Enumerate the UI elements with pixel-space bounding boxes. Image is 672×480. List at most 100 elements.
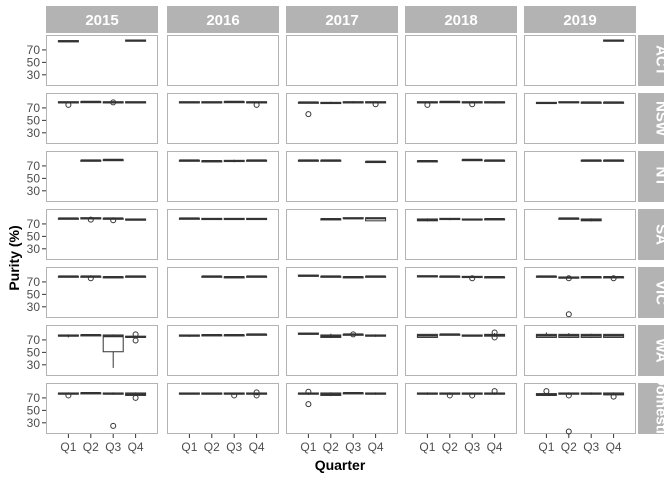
state-strip-label-group: SA — [653, 224, 670, 245]
y-tick-label: 70 — [27, 333, 41, 347]
boxplot-outlier — [469, 101, 476, 108]
boxplot-sa-2015-q3 — [102, 217, 124, 224]
boxplot-sa-2018-q1 — [416, 218, 438, 222]
facet-panel — [167, 35, 279, 86]
boxplot-sa-2018-q3 — [461, 218, 483, 221]
facet-panel — [167, 383, 279, 434]
state-strip — [638, 35, 664, 86]
boxplot-wa-2016-q1 — [178, 334, 200, 337]
boxplot-outlier — [469, 275, 476, 282]
y-tick-label: 50 — [27, 403, 41, 417]
boxplot-nsw-2019-q4 — [603, 101, 625, 104]
boxplot-domestic-2015-q3 — [102, 392, 124, 429]
boxplot-vic-2018-q2 — [439, 275, 461, 278]
boxplot-vic-2015-q4 — [125, 275, 147, 278]
boxplot-nsw-2018-q4 — [484, 101, 506, 104]
state-strip-label-group: NT — [653, 167, 665, 187]
boxplot-wa-2016-q4 — [246, 333, 268, 336]
boxplot-nt-2016-q4 — [246, 159, 268, 162]
state-strip-label: NSW — [653, 101, 670, 137]
boxplot-domestic-2019-q3 — [580, 392, 602, 395]
boxplot-nt-2016-q2 — [201, 159, 223, 163]
boxplot-vic-2019-q1 — [535, 275, 557, 278]
year-strip-label: 2019 — [563, 12, 596, 29]
boxplot-wa-2019-q4 — [603, 333, 625, 338]
boxplot-nsw-2017-q2 — [320, 101, 342, 105]
boxplot-outlier — [305, 388, 312, 395]
boxplot-nsw-2015-q3 — [102, 99, 124, 106]
boxplot-vic-2015-q3 — [102, 275, 124, 279]
facet-panel — [46, 35, 158, 86]
boxplot-wa-2016-q2 — [201, 333, 223, 337]
y-tick-label: 50 — [27, 287, 41, 301]
boxplot-act-2019-q4 — [603, 39, 625, 42]
boxplot-nt-2018-q1 — [416, 159, 438, 163]
x-tick-label: Q3 — [464, 440, 480, 454]
x-tick-label: Q3 — [345, 440, 361, 454]
facet-panel — [46, 383, 158, 434]
x-tick-label: Q4 — [606, 440, 622, 454]
boxplot-vic-2017-q4 — [365, 275, 387, 278]
boxplot-vic-2016-q2 — [201, 275, 223, 278]
year-strip-label: 2018 — [444, 12, 477, 29]
x-tick-label: Q3 — [105, 440, 121, 454]
x-tick-label: Q1 — [60, 440, 76, 454]
boxplot-nt-2015-q3 — [102, 158, 124, 162]
boxplot-sa-2016-q1 — [178, 217, 200, 220]
boxplot-nt-2019-q3 — [580, 159, 602, 162]
boxplot-nsw-2015-q1 — [57, 101, 79, 108]
boxplot-nsw-2015-q4 — [125, 101, 147, 104]
boxplot-nsw-2016-q1 — [178, 101, 200, 104]
boxplot-sa-2019-q2 — [558, 217, 580, 220]
boxplot-wa-2018-q4 — [484, 329, 506, 341]
year-strip — [405, 6, 517, 33]
boxplot-wa-2019-q3 — [580, 333, 602, 339]
y-tick-label: 50 — [27, 171, 41, 185]
x-tick-label: Q1 — [300, 440, 316, 454]
boxplot-sa-2019-q3 — [580, 218, 602, 222]
x-tick-label: Q3 — [226, 440, 242, 454]
facet-panel — [167, 267, 279, 318]
boxplot-wa-2018-q2 — [439, 333, 461, 336]
year-strip-label: 2017 — [325, 12, 358, 29]
boxplot-outlier — [491, 334, 498, 341]
boxplot-vic-2017-q3 — [342, 275, 364, 279]
year-strip — [286, 6, 398, 33]
boxplot-wa-2015-q2 — [80, 333, 102, 337]
facet-panel — [286, 151, 398, 202]
boxplot-sa-2015-q1 — [57, 217, 79, 220]
boxplot-domestic-2016-q2 — [201, 392, 223, 395]
facet-panel — [524, 383, 636, 434]
facet-panel — [405, 93, 517, 144]
y-tick-label: 30 — [27, 358, 41, 372]
boxplot-vic-2018-q4 — [484, 275, 506, 279]
boxplot-domestic-2019-q1 — [535, 388, 557, 396]
facet-panel — [524, 93, 636, 144]
boxplot-sa-2018-q2 — [439, 217, 461, 221]
boxplot-vic-2018-q3 — [461, 275, 483, 282]
boxplot-domestic-2019-q2 — [558, 392, 580, 435]
facet-panel — [405, 383, 517, 434]
x-tick-label: Q2 — [83, 440, 99, 454]
boxplot-domestic-2018-q3 — [461, 392, 483, 399]
boxplot-outlier — [305, 401, 312, 408]
state-strip-label: SA — [653, 224, 670, 245]
state-strip-label-group: WA — [653, 338, 670, 362]
y-tick-label: 70 — [27, 391, 41, 405]
facet-panel — [524, 209, 636, 260]
x-tick-label: Q4 — [487, 440, 503, 454]
boxplot-nsw-2018-q2 — [439, 100, 461, 104]
boxplot-vic-2015-q1 — [57, 275, 79, 278]
boxplot-outlier — [231, 392, 238, 399]
facet-panel — [286, 35, 398, 86]
boxplot-nt-2016-q1 — [178, 159, 200, 162]
y-tick-label: 30 — [27, 184, 41, 198]
state-strip-label: WA — [653, 338, 670, 362]
boxplot-nt-2018-q3 — [461, 158, 483, 162]
boxplot-outlier — [132, 331, 139, 338]
facet-panel — [167, 93, 279, 144]
x-tick-label: Q1 — [538, 440, 554, 454]
boxplot-domestic-2019-q4 — [603, 392, 625, 400]
boxplot-sa-2016-q2 — [201, 217, 223, 221]
